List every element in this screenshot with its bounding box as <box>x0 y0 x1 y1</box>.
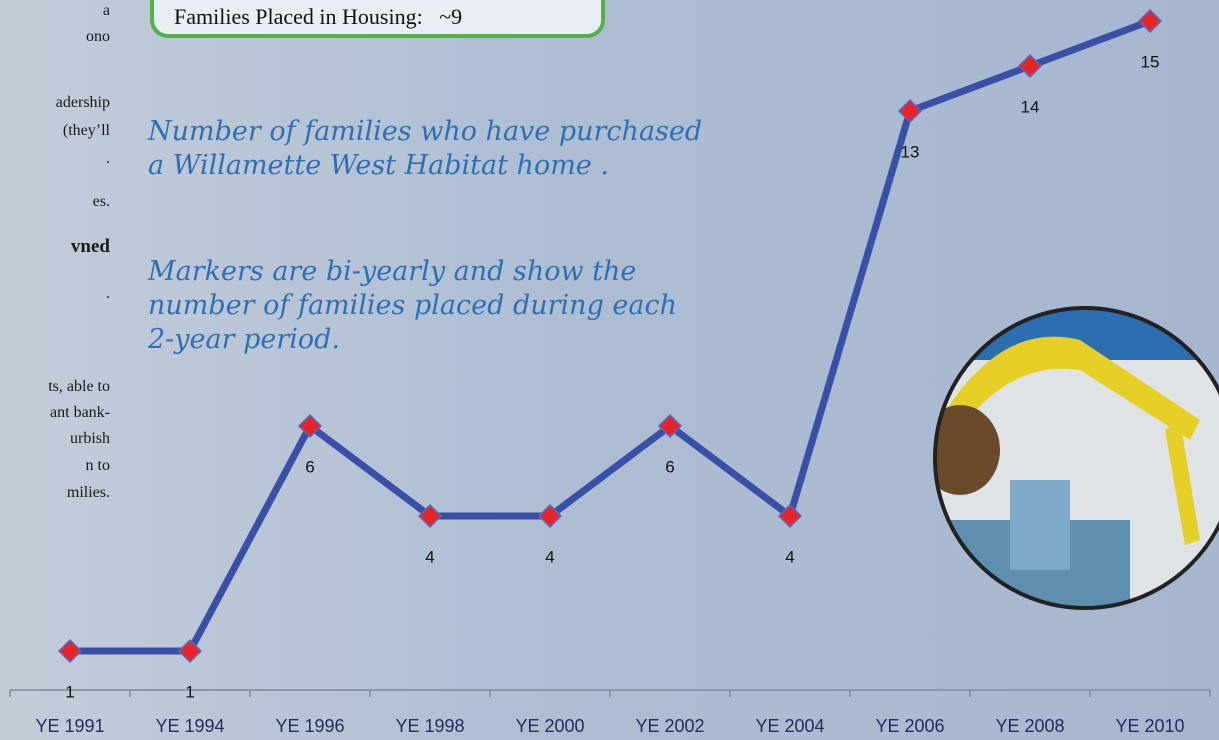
marker <box>1139 10 1161 32</box>
x-tick-label: YE 1998 <box>395 716 464 736</box>
x-tick-label: YE 2008 <box>995 716 1064 736</box>
data-label: 1 <box>185 682 194 701</box>
slide: aonoadership(they’ll.es.vned.ts, able to… <box>0 0 1219 740</box>
data-label: 4 <box>545 547 554 566</box>
data-label: 15 <box>1141 52 1160 71</box>
x-tick-label: YE 2006 <box>875 716 944 736</box>
x-tick-label: YE 1994 <box>155 716 224 736</box>
x-tick-label: YE 2004 <box>755 716 824 736</box>
data-label: 6 <box>665 457 674 476</box>
data-label: 1 <box>65 682 74 701</box>
marker <box>899 100 921 122</box>
photo <box>920 300 1219 620</box>
x-tick-label: YE 1996 <box>275 716 344 736</box>
data-label: 14 <box>1021 97 1040 116</box>
x-tick-label: YE 2002 <box>635 716 704 736</box>
data-label: 6 <box>305 457 314 476</box>
marker <box>1019 55 1041 77</box>
x-tick-label: YE 2010 <box>1115 716 1184 736</box>
chart: YE 1991 YE 1994 YE 1996 YE 1998 YE 2000 YE 20… <box>0 0 1219 740</box>
data-label: 4 <box>785 547 794 566</box>
data-label: 4 <box>425 547 434 566</box>
x-tick-label: YE 1991 <box>35 716 104 736</box>
data-label: 13 <box>901 142 920 161</box>
marker <box>59 640 81 662</box>
x-tick-label: YE 2000 <box>515 716 584 736</box>
